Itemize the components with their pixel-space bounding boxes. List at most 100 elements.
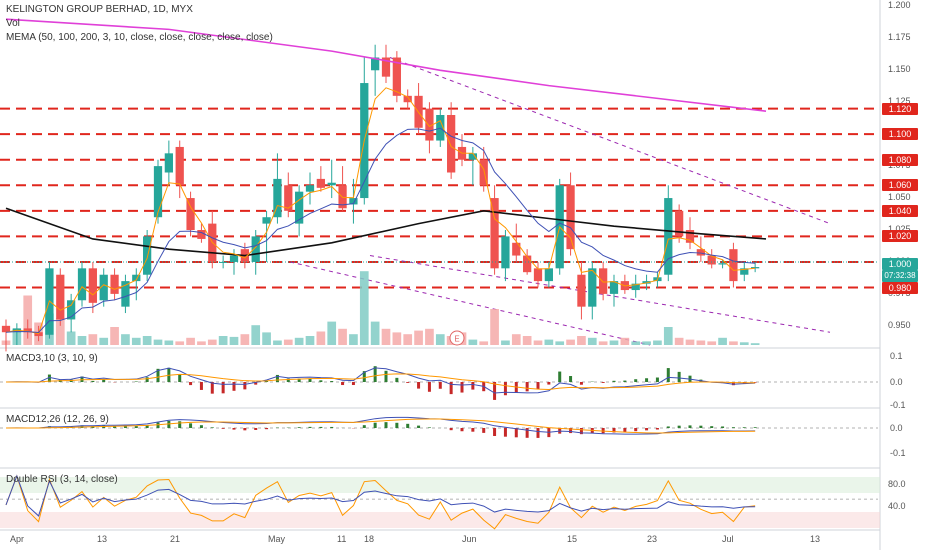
macd2-histogram-bar (450, 428, 453, 430)
volume-bar (490, 309, 499, 345)
macd2-histogram-bar (699, 426, 702, 428)
candle-body (577, 275, 585, 307)
volume-bar (707, 341, 716, 345)
moving-averages (0, 19, 878, 333)
volume-bar (284, 340, 293, 345)
macd2-histogram-bar (406, 424, 409, 428)
macd2-histogram-bar (623, 428, 626, 432)
macd1-histogram-bar (243, 382, 246, 389)
volume-bar (697, 341, 706, 346)
time-tick-label: 15 (567, 534, 577, 544)
macd2-histogram-bar (157, 423, 160, 428)
volume-bar (686, 340, 695, 345)
price-tick-label: 0.950 (888, 320, 911, 330)
macd1-histogram-bar (471, 382, 474, 390)
macd2-histogram-bar (374, 423, 377, 428)
macd1-histogram-bar (645, 378, 648, 382)
macd1-label: MACD3,10 (3, 10, 9) (6, 353, 98, 364)
candle-body (252, 236, 260, 262)
volume-bar (251, 325, 260, 345)
volume-bar (403, 334, 412, 345)
volume-bar (317, 332, 326, 346)
macd2-histogram-bar (732, 427, 735, 428)
volume-bar (577, 336, 586, 345)
macd2-histogram-bar (515, 428, 518, 437)
candle-body (447, 115, 455, 173)
macd1-histogram-bar (613, 381, 616, 382)
macd1-histogram-bar (504, 382, 507, 395)
macd2-histogram-bar (493, 428, 496, 436)
time-tick-label: 21 (170, 534, 180, 544)
candle-body (490, 198, 498, 268)
volume-bar (545, 340, 554, 345)
indicator-lines (0, 366, 878, 529)
volume-bar (327, 322, 336, 345)
time-tick-label: Jul (722, 534, 734, 544)
candle-body (729, 249, 737, 281)
candle-body (262, 217, 270, 223)
macd2-histogram-bar (395, 423, 398, 428)
macd1-histogram-bar (678, 372, 681, 382)
macd2-histogram-bar (754, 427, 757, 428)
price-tick-label: 1.150 (888, 64, 911, 74)
macd2-signal-line (6, 419, 755, 433)
level-price-label: 1.080 (882, 154, 918, 166)
countdown-box: 07:32:38 (882, 270, 918, 282)
macd2-histogram-bar (471, 428, 474, 432)
volume-bar (414, 331, 423, 345)
moving-average-line (6, 208, 766, 255)
volume-bar (610, 341, 619, 346)
time-tick-label: Jun (462, 534, 477, 544)
volume-bar (143, 336, 152, 345)
rsi-overbought-zone[interactable] (0, 477, 880, 493)
candle-body (317, 179, 325, 188)
macd2-histogram-bar (417, 426, 420, 428)
volume-bar (718, 338, 727, 345)
volume-bar (154, 340, 163, 345)
volume-bar (99, 338, 108, 345)
macd2-histogram-bar (461, 428, 464, 431)
volume-bar (631, 341, 640, 345)
channel-line (390, 58, 830, 224)
macd1-histogram-bar (569, 376, 572, 382)
level-price-label: 0.980 (882, 282, 918, 294)
macd1-histogram-bar (135, 381, 138, 382)
last-price-box: 1.000 (882, 258, 918, 270)
macd2-histogram-bar (298, 427, 301, 428)
macd2-histogram-bar (178, 421, 181, 428)
time-tick-label: 11 (337, 534, 346, 544)
volume-bar (664, 327, 673, 345)
rsi-oversold-zone[interactable] (0, 512, 880, 528)
macd2-histogram-bar (200, 425, 203, 428)
candle-body (56, 275, 64, 320)
volume-bar (165, 341, 174, 346)
macd1-histogram-bar (547, 382, 550, 385)
volume-bar (295, 338, 304, 345)
level-price-label: 1.020 (882, 230, 918, 242)
volume-bar (751, 343, 760, 345)
volume-bar (642, 341, 651, 345)
time-tick-label: 18 (364, 534, 374, 544)
candle-body (664, 198, 672, 275)
volume-bar (566, 340, 575, 345)
candle-body (110, 275, 118, 294)
macd1-histogram-bar (102, 380, 105, 382)
macd2-histogram-bar (211, 427, 214, 428)
volume-bar (425, 329, 434, 345)
macd1-histogram-bar (526, 382, 529, 391)
time-tick-label: 13 (810, 534, 820, 544)
chart-title: KELINGTON GROUP BERHAD, 1D, MYX (6, 4, 193, 15)
volume-bar (197, 341, 206, 345)
candles (2, 45, 759, 352)
volume-bar (501, 341, 510, 346)
macd1-histogram-bar (385, 371, 388, 382)
candle-body (230, 256, 238, 262)
macd2-histogram-bar (309, 427, 312, 428)
macd1-histogram-bar (200, 382, 203, 390)
volume-bar (306, 336, 315, 345)
volume-bar (479, 341, 488, 345)
macd1-tick: 0.1 (890, 351, 903, 361)
macd2-histogram-bar (135, 426, 138, 428)
macd1-histogram-bar (178, 375, 181, 382)
